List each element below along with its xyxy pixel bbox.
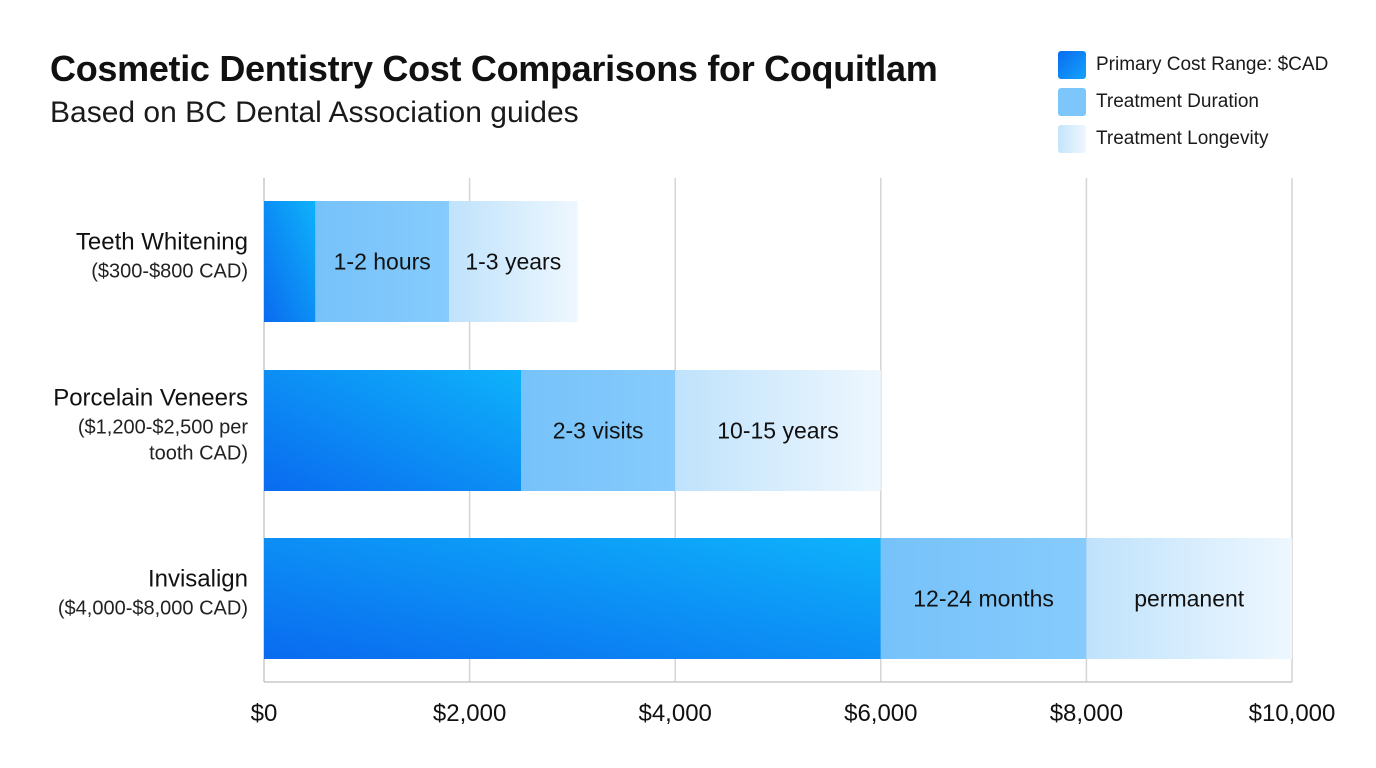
legend-label-treatment-longevity: Treatment Longevity — [1096, 127, 1269, 149]
x-tick-label-1: $2,000 — [433, 700, 506, 727]
bar-3-segment-2-label: 12-24 months — [913, 586, 1054, 612]
bar-2-segment-3 — [675, 370, 881, 491]
bar-1-segment-2 — [315, 201, 450, 322]
bar-1-segment-3-label: 1-3 years — [465, 249, 561, 275]
bar-1-segment-3 — [449, 201, 578, 322]
x-tick-label-5: $10,000 — [1249, 700, 1336, 727]
bar-3-segment-1 — [264, 538, 881, 659]
category-detail-2-line-2: tooth CAD) — [149, 443, 248, 465]
category-detail-1-line-1: ($300-$800 CAD) — [91, 261, 248, 283]
bar-1-segment-1 — [264, 201, 316, 322]
chart-title: Cosmetic Dentistry Cost Comparisons for … — [50, 48, 938, 89]
legend-label-primary-cost: Primary Cost Range: $CAD — [1096, 53, 1329, 75]
x-tick-label-2: $4,000 — [638, 700, 711, 727]
category-label-1: Teeth Whitening — [76, 229, 248, 256]
legend-swatch-treatment-duration — [1058, 87, 1086, 116]
legend-label-treatment-duration: Treatment Duration — [1096, 90, 1259, 112]
x-tick-label-4: $8,000 — [1050, 700, 1123, 727]
x-tick-label-3: $6,000 — [844, 700, 917, 727]
category-detail-2-line-1: ($1,200-$2,500 per — [78, 417, 248, 439]
legend: Primary Cost Range: $CAD Treatment Durat… — [1058, 46, 1358, 157]
bar-2-segment-2 — [521, 370, 676, 491]
bar-2-segment-2-label: 2-3 visits — [553, 418, 644, 444]
chart-subtitle: Based on BC Dental Association guides — [50, 96, 579, 129]
legend-item-primary-cost: Primary Cost Range: $CAD — [1058, 46, 1358, 83]
legend-item-treatment-duration: Treatment Duration — [1058, 83, 1358, 120]
category-label-2: Porcelain Veneers — [53, 385, 248, 412]
bar-3-segment-3 — [1086, 538, 1292, 659]
bar-1-segment-2-label: 1-2 hours — [334, 249, 431, 275]
chart-labels: $0 $2,000 $4,000 $6,000 $8,000 $10,000 1-2 hou… — [53, 229, 1335, 728]
bar-2-segment-1 — [264, 370, 521, 491]
bar-2-segment-3-label: 10-15 years — [717, 418, 838, 444]
bars — [264, 201, 1292, 659]
bar-3-segment-2 — [880, 538, 1087, 659]
category-detail-3-line-1: ($4,000-$8,000 CAD) — [58, 598, 248, 620]
x-tick-label-0: $0 — [251, 700, 278, 727]
bar-3-segment-3-label: permanent — [1134, 586, 1245, 612]
category-label-3: Invisalign — [148, 566, 248, 593]
legend-swatch-primary-cost — [1058, 50, 1086, 79]
legend-item-treatment-longevity: Treatment Longevity — [1058, 120, 1358, 157]
legend-swatch-treatment-longevity — [1058, 124, 1086, 153]
